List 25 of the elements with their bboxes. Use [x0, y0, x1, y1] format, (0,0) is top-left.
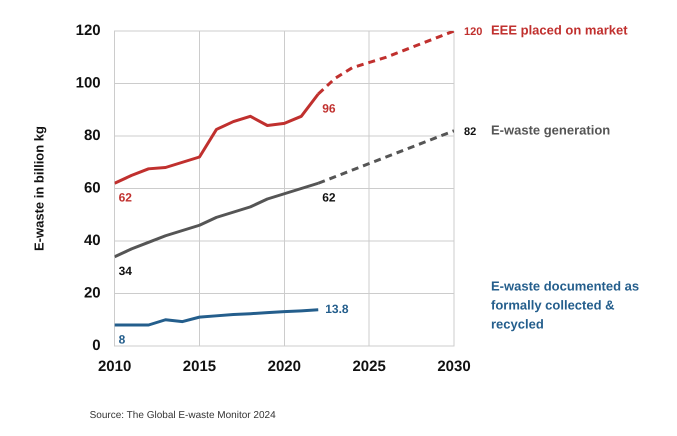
annotation: 34 — [118, 264, 132, 278]
y-axis-title: E-waste in billion kg — [31, 126, 46, 251]
x-tick-label: 2010 — [98, 358, 132, 376]
y-tick-label: 0 — [92, 337, 101, 354]
annotation: 62 — [118, 190, 132, 205]
y-tick-label: 80 — [84, 127, 101, 144]
annotation: 8 — [118, 332, 126, 346]
y-tick-label: 60 — [84, 180, 101, 197]
text: E-waste generation — [491, 122, 610, 138]
text: E-waste documented as formally collected & recycled — [491, 278, 640, 332]
x-tick-label: 2015 — [182, 358, 216, 376]
annotation: 96 — [322, 101, 336, 116]
x-tick-label: 2025 — [352, 358, 386, 376]
annotation: 120 — [464, 26, 482, 38]
text: EEE placed on market — [491, 22, 628, 38]
annotation: 82 — [464, 126, 476, 138]
x-tick-label: 2020 — [268, 358, 301, 376]
y-tick-label: 20 — [84, 284, 101, 302]
annotation: 62 — [322, 190, 336, 205]
y-tick-label: 120 — [76, 22, 101, 40]
y-tick-label: 40 — [84, 232, 101, 250]
source-note: Source: The Global E-waste Monitor 2024 — [90, 410, 276, 421]
y-tick-label: 100 — [76, 74, 101, 92]
x-tick-label: 2030 — [437, 358, 471, 376]
annotation: 13.8 — [325, 302, 349, 316]
